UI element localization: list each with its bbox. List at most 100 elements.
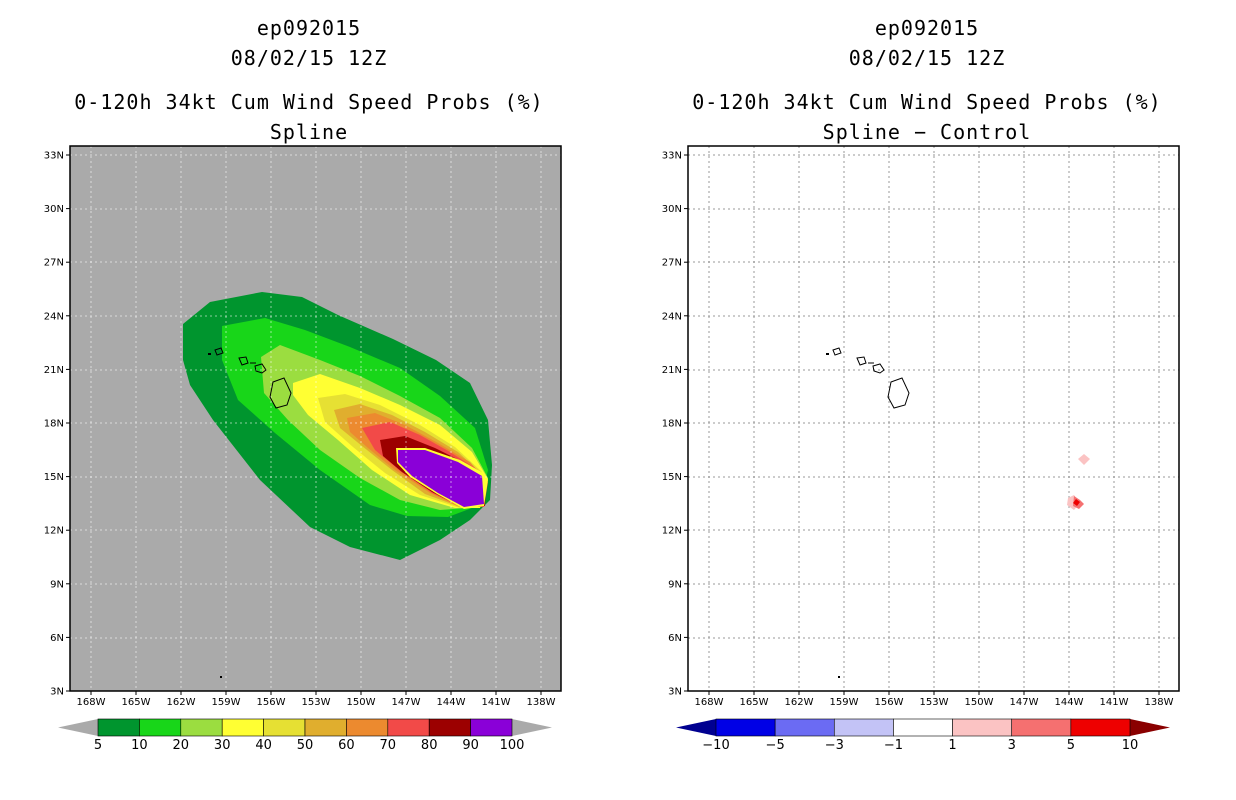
colorbar-label: 10: [131, 738, 148, 753]
lat-tick-label: 30N: [44, 204, 64, 215]
colorbar-label: 5: [94, 738, 102, 753]
prob-contour-100: [398, 450, 484, 507]
lat-tick-label: 12N: [662, 526, 682, 537]
lon-tick-label: 162W: [167, 697, 196, 708]
colorbar-swatch: [470, 718, 513, 737]
lat-tick-label: 3N: [668, 687, 682, 698]
colorbar-swatch: [97, 718, 140, 737]
lon-tick-label: 156W: [257, 697, 286, 708]
lat-tick-label: 21N: [44, 365, 64, 376]
colorbar-label: 1: [948, 738, 956, 753]
colorbar-swatch: [346, 718, 389, 737]
lon-tick-label: 141W: [482, 697, 511, 708]
colorbar-label: 40: [255, 738, 272, 753]
colorbar-swatch: [833, 718, 894, 737]
kauai-icon: [832, 347, 842, 356]
colorbar-label: −3: [825, 738, 844, 753]
lat-tick-label: 33N: [662, 151, 682, 162]
big-island-icon: [269, 377, 292, 409]
panel-subtitle: Spline − Control: [822, 120, 1032, 144]
lat-tick-label: 27N: [44, 258, 64, 269]
colorbar-label: 100: [500, 738, 525, 753]
lat-tick-label: 33N: [44, 151, 64, 162]
lat-tick-label: 3N: [50, 687, 64, 698]
left-map: 33N 30N 27N 24N 21N 18N 15N 12N 9N 6N 3N 168W 165W 16…: [44, 145, 562, 753]
colorbar-swatch: [893, 718, 953, 737]
colorbar-label: 10: [1122, 738, 1139, 753]
product-title: 0-120h 34kt Cum Wind Speed Probs (%): [74, 90, 544, 114]
colorbar-label: 30: [214, 738, 231, 753]
right-panel: ep092015 08/02/15 12Z 0-120h 34kt Cum Wi…: [618, 0, 1236, 800]
colorbar-swatch: [1070, 718, 1131, 737]
diff-blob-north: [1078, 454, 1090, 465]
diff-blob-south-core: [1073, 499, 1080, 506]
right-axes: 33N 30N 27N 24N 21N 18N 15N 12N 9N 6N 3N 168W 165W 16…: [662, 151, 1174, 709]
colorbar-label: −1: [884, 738, 903, 753]
lat-tick-label: 9N: [50, 579, 64, 590]
graticule: [688, 146, 1179, 691]
colorbar-underflow-arrow: [676, 719, 716, 736]
lon-tick-label: 138W: [527, 697, 556, 708]
hawaii-islands: [832, 347, 910, 409]
hawaii-islands: [214, 347, 292, 409]
colorbar-swatch: [263, 718, 306, 737]
colorbar-label: 20: [173, 738, 190, 753]
colorbar-overflow-arrow: [512, 719, 552, 736]
colorbar-label: 70: [380, 738, 397, 753]
lon-tick-label: 147W: [1010, 697, 1039, 708]
nihoa-icon: [838, 676, 840, 678]
colorbar-label: −5: [766, 738, 785, 753]
colorbar-label: 60: [338, 738, 355, 753]
oahu-icon: [856, 356, 867, 366]
forecast-date: 08/02/15 12Z: [230, 46, 388, 70]
lon-tick-label: 159W: [830, 697, 859, 708]
left-axes: 33N 30N 27N 24N 21N 18N 15N 12N 9N 6N 3N 168W 165W 16…: [44, 151, 556, 709]
left-colorbar: 5 10 20 30 40 50 60 70 80 90 100: [58, 718, 552, 753]
colorbar-label: 50: [297, 738, 314, 753]
lon-tick-label: 150W: [965, 697, 994, 708]
lat-tick-label: 18N: [662, 419, 682, 430]
lon-tick-label: 138W: [1145, 697, 1174, 708]
graticule: [70, 146, 561, 691]
left-panel: ep092015 08/02/15 12Z 0-120h 34kt Cum Wi…: [44, 16, 562, 753]
lon-tick-label: 165W: [740, 697, 769, 708]
lon-tick-label: 159W: [212, 697, 241, 708]
panel-subtitle: Spline: [269, 120, 349, 144]
lat-tick-label: 27N: [662, 258, 682, 269]
lat-tick-label: 15N: [662, 472, 682, 483]
niihau-icon: [826, 353, 829, 355]
colorbar-swatch: [952, 718, 1013, 737]
colorbar-underflow-arrow: [58, 719, 98, 736]
colorbar-swatch: [387, 718, 430, 737]
colorbar-label: 90: [462, 738, 479, 753]
lon-tick-label: 153W: [920, 697, 949, 708]
lon-tick-label: 144W: [437, 697, 466, 708]
lat-tick-label: 6N: [668, 633, 682, 644]
lon-tick-label: 156W: [875, 697, 904, 708]
storm-id: ep092015: [256, 16, 362, 40]
colorbar-swatch: [1011, 718, 1072, 737]
lat-tick-label: 30N: [662, 204, 682, 215]
colorbar-swatch: [180, 718, 223, 737]
lat-tick-label: 12N: [44, 526, 64, 537]
maui-icon: [254, 363, 267, 374]
colorbar-label: −10: [702, 738, 729, 753]
colorbar-swatch: [221, 718, 264, 737]
niihau-icon: [208, 353, 211, 355]
colorbar-swatch: [715, 718, 776, 737]
right-colorbar: −10 −5 −3 −1 1 3 5 10: [676, 718, 1170, 753]
nihoa-icon: [220, 676, 222, 678]
lon-tick-label: 150W: [347, 697, 376, 708]
lon-tick-label: 144W: [1055, 697, 1084, 708]
storm-id: ep092015: [874, 16, 980, 40]
product-title: 0-120h 34kt Cum Wind Speed Probs (%): [692, 90, 1162, 114]
lat-tick-label: 6N: [50, 633, 64, 644]
right-map: 33N 30N 27N 24N 21N 18N 15N 12N 9N 6N 3N 168W 165W 16…: [662, 145, 1180, 753]
lat-tick-label: 15N: [44, 472, 64, 483]
colorbar-swatch: [139, 718, 182, 737]
lon-tick-label: 153W: [302, 697, 331, 708]
colorbar-swatch: [774, 718, 835, 737]
lat-tick-label: 24N: [662, 311, 682, 322]
colorbar-label: 80: [421, 738, 438, 753]
colorbar-swatch: [304, 718, 347, 737]
